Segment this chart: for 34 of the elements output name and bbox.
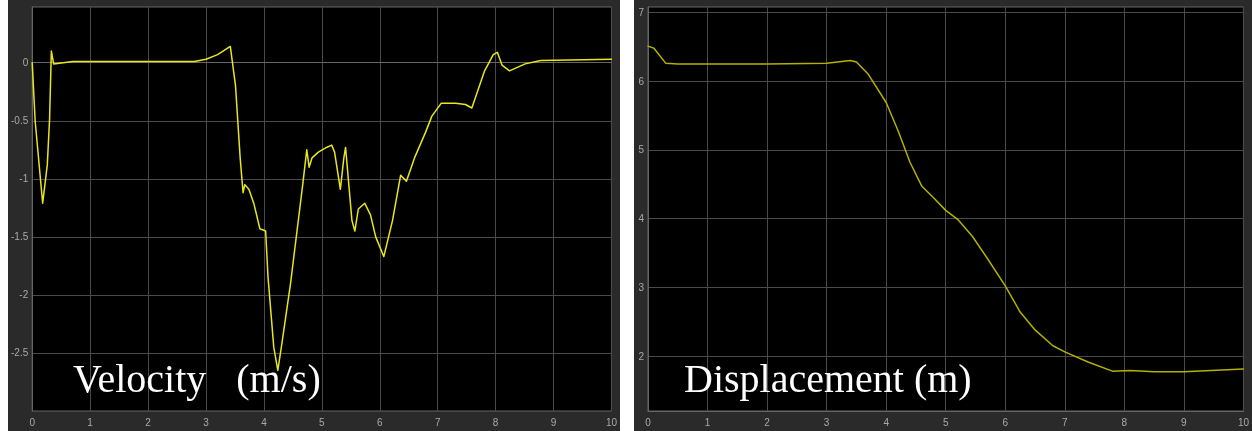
text: Displacement (m): [684, 355, 972, 401]
x-tick-label: 7: [1062, 416, 1069, 428]
x-tick-label: 3: [203, 416, 210, 428]
y-tick-label: 6: [638, 75, 645, 87]
x-tick-label: 10: [1237, 416, 1250, 428]
y-tick-label: -2.5: [11, 347, 29, 359]
y-tick-label: -1.5: [11, 231, 29, 243]
x-tick-label: 1: [87, 416, 94, 428]
y-tick-label: 5: [638, 144, 645, 156]
x-tick-label: 5: [319, 416, 326, 428]
x-tick-label: 7: [434, 416, 441, 428]
x-tick-label: 2: [145, 416, 152, 428]
x-tick-label: 6: [376, 416, 383, 428]
text: Velocity (m/s): [73, 355, 321, 401]
y-tick-label: -0.5: [11, 115, 29, 127]
x-tick-label: 2: [764, 416, 771, 428]
x-tick-label: 8: [1121, 416, 1128, 428]
x-tick-label: 5: [942, 416, 949, 428]
x-tick-label: 8: [492, 416, 499, 428]
x-tick-label: 3: [823, 416, 830, 428]
x-tick-label: 6: [1002, 416, 1009, 428]
x-tick-label: 4: [883, 416, 890, 428]
y-tick-label: 0: [22, 57, 29, 69]
y-tick-label: 7: [638, 7, 645, 18]
x-tick-label: 4: [261, 416, 268, 428]
y-tick-label: 4: [638, 213, 645, 225]
x-tick-label: 10: [605, 416, 618, 428]
x-tick-label: 1: [704, 416, 711, 428]
x-tick-label: 9: [1181, 416, 1188, 428]
y-tick-label: 3: [638, 281, 645, 293]
y-tick-label: -2: [19, 289, 29, 301]
y-tick-label: 2: [638, 350, 645, 362]
x-tick-label: 9: [550, 416, 557, 428]
y-tick-label: -1: [19, 173, 29, 185]
